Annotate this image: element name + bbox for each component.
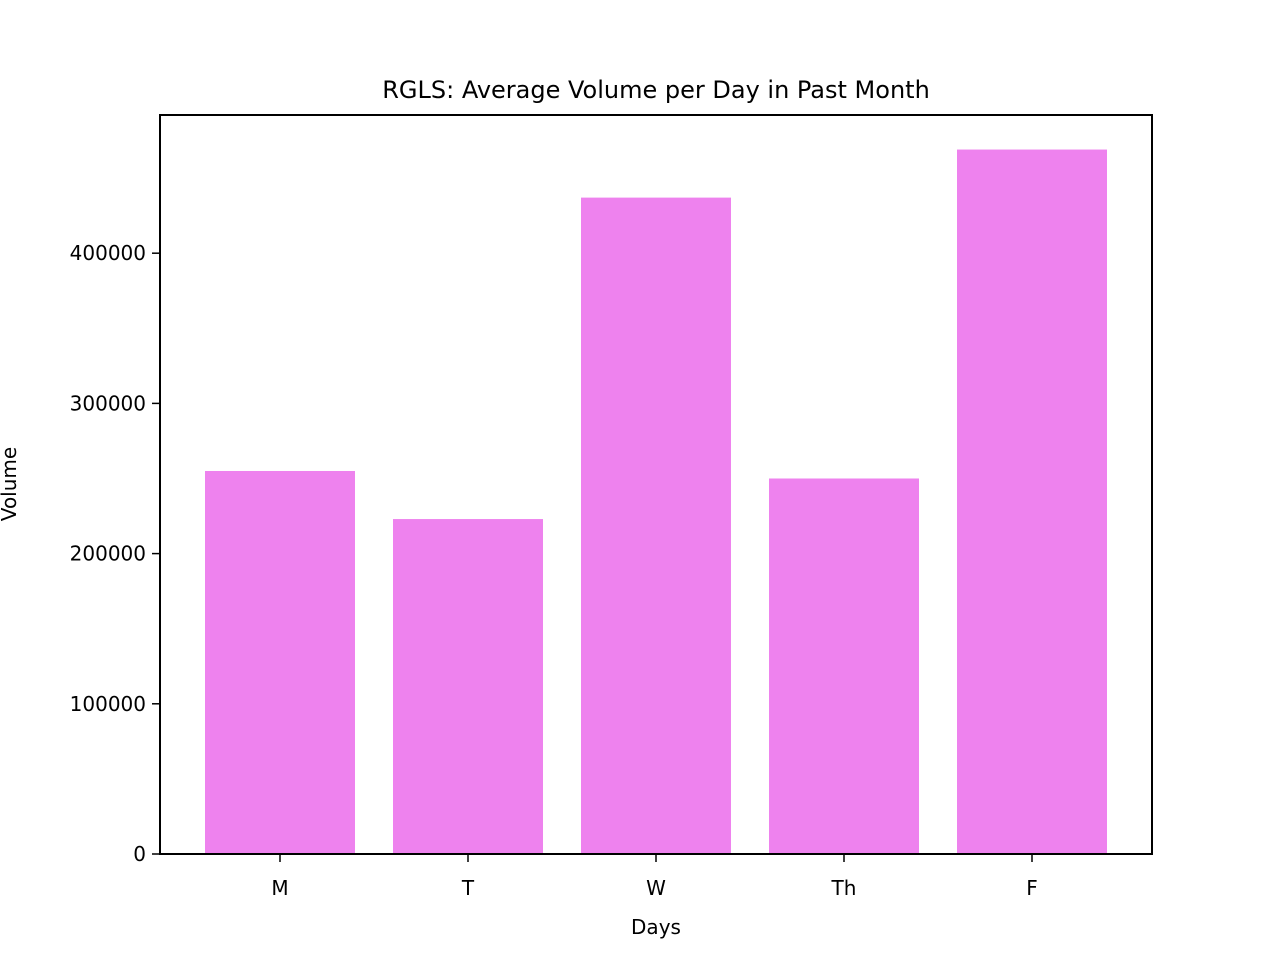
x-tick-label: T bbox=[461, 876, 475, 900]
y-axis-ticks: 0 100000 200000 300000 400000 bbox=[70, 241, 160, 866]
y-tick-label: 400000 bbox=[70, 241, 146, 265]
bar-m bbox=[205, 470, 355, 854]
x-axis-ticks: M T W Th F bbox=[271, 854, 1038, 900]
bar-w bbox=[581, 197, 731, 854]
y-tick-label: 200000 bbox=[70, 542, 146, 566]
y-axis-label: Volume bbox=[0, 447, 21, 521]
x-tick-label: W bbox=[646, 876, 666, 900]
y-tick-label: 0 bbox=[133, 842, 146, 866]
chart-title: RGLS: Average Volume per Day in Past Mon… bbox=[382, 76, 930, 104]
bar-t bbox=[393, 519, 543, 854]
plot-frame bbox=[159, 114, 1153, 855]
bars-group bbox=[205, 149, 1107, 854]
x-tick-label: M bbox=[271, 876, 288, 900]
x-tick-label: Th bbox=[831, 876, 857, 900]
bar-th bbox=[769, 478, 919, 854]
x-axis-label: Days bbox=[631, 915, 681, 939]
bar-f bbox=[957, 149, 1107, 854]
x-tick-label: F bbox=[1026, 876, 1038, 900]
y-tick-label: 300000 bbox=[70, 391, 146, 415]
y-tick-label: 100000 bbox=[70, 692, 146, 716]
